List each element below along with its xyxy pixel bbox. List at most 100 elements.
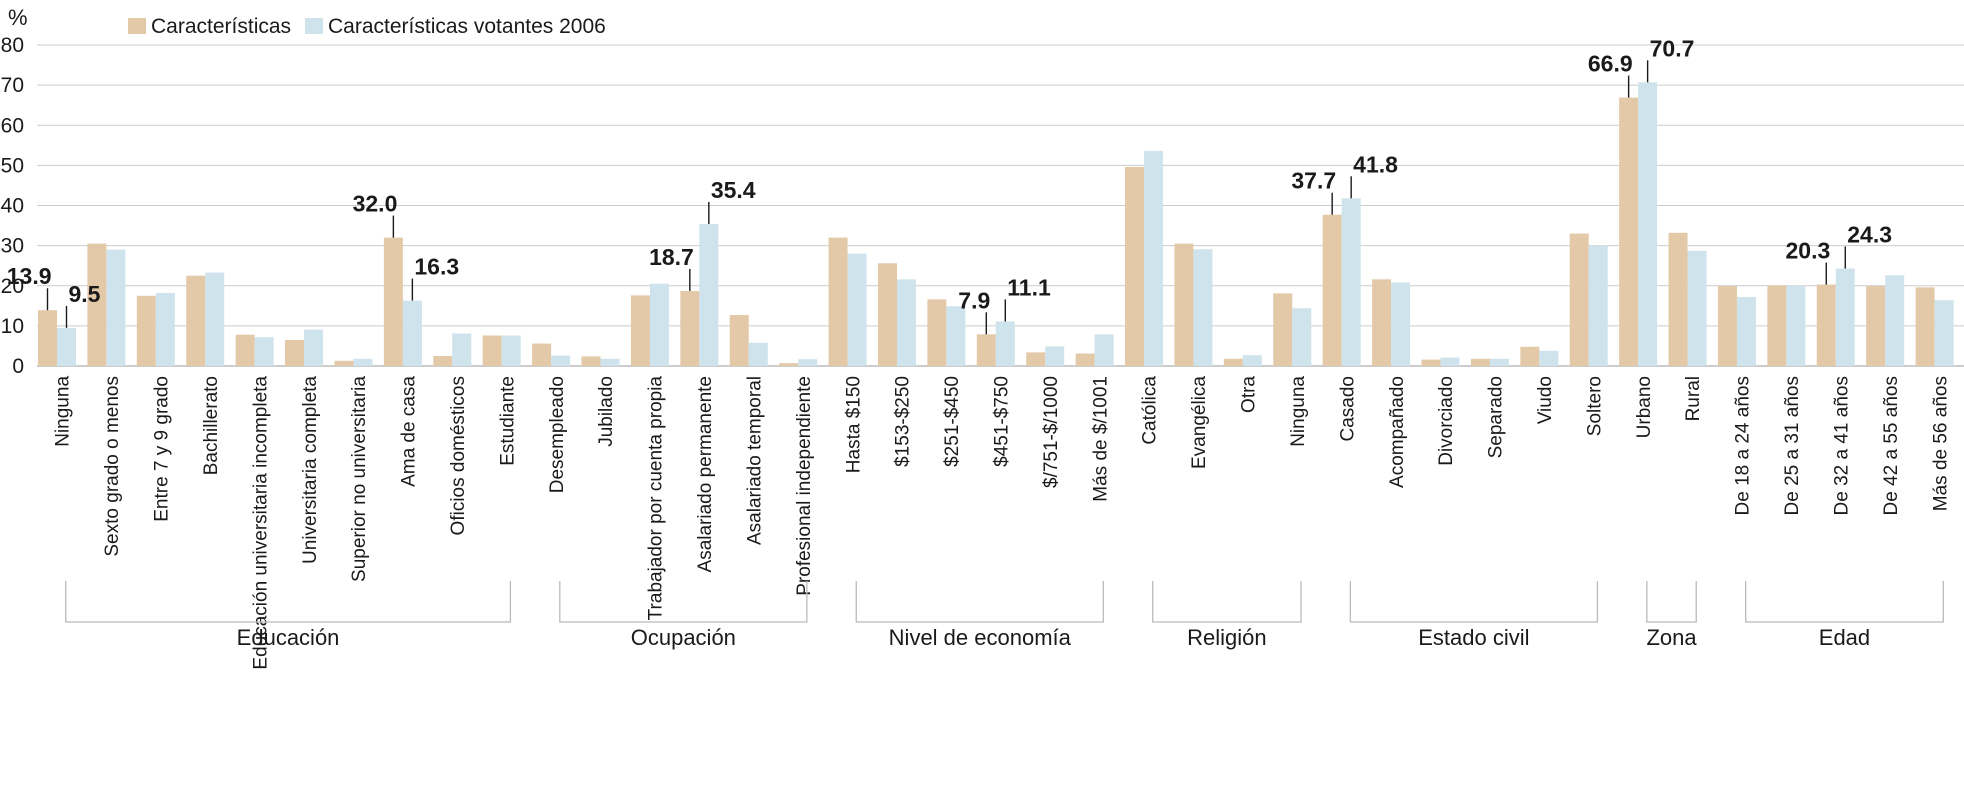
bar-caracteristicas [680, 290, 700, 366]
y-tick-label: 50 [1, 154, 24, 177]
data-label: 18.7 [649, 244, 694, 270]
group-bracket [1745, 581, 1944, 623]
data-annotations: 13.9 9.5 32.0 16.3 18.7 35.4 7.9 11.1 37.7 41.8 66… [7, 35, 1892, 335]
data-label: 24.3 [1847, 221, 1892, 247]
bar-votantes-2006 [1835, 268, 1855, 366]
legend-swatch-votantes-2006 [305, 18, 323, 34]
group-bracket [1646, 581, 1697, 623]
bar-votantes-2006 [748, 342, 768, 366]
category-label: Otra [1239, 376, 1260, 413]
category-label: De 32 a 41 años [1831, 376, 1852, 515]
bar-votantes-2006 [847, 253, 867, 366]
bar-votantes-2006 [1193, 249, 1213, 366]
data-label: 7.9 [958, 287, 990, 313]
bar-caracteristicas [927, 299, 947, 366]
category-label: Viudo [1535, 376, 1556, 424]
y-tick-label: 40 [1, 195, 24, 218]
bar-votantes-2006 [1885, 275, 1905, 366]
data-label: 70.7 [1650, 35, 1695, 61]
category-label: Católica [1140, 376, 1161, 445]
data-label: 37.7 [1291, 168, 1336, 194]
bar-votantes-2006 [1045, 346, 1065, 366]
bar-caracteristicas [1125, 166, 1145, 366]
category-label: Asalariado temporal [744, 376, 765, 545]
bar-votantes-2006 [1736, 296, 1756, 366]
bar-votantes-2006 [946, 306, 966, 366]
data-label: 20.3 [1786, 238, 1831, 264]
bar-votantes-2006 [1341, 198, 1361, 366]
bar-votantes-2006 [1489, 358, 1509, 366]
bar-caracteristicas [1915, 287, 1935, 366]
bar-caracteristicas [1569, 233, 1589, 366]
group-bracket [65, 581, 512, 623]
data-label: 35.4 [711, 177, 756, 203]
legend: Características Características votantes … [128, 15, 606, 38]
bar-caracteristicas [1026, 352, 1046, 366]
y-tick-label: 70 [1, 74, 24, 97]
bar-caracteristicas [1273, 293, 1293, 366]
category-label: Más de $/1001 [1090, 376, 1111, 502]
bar-caracteristicas [1816, 284, 1836, 366]
bar-caracteristicas [433, 355, 453, 366]
category-label: Educación universitaria incompleta [250, 376, 271, 670]
bar-caracteristicas [976, 334, 996, 366]
category-label: Ninguna [1288, 376, 1309, 447]
bar-votantes-2006 [1391, 282, 1411, 366]
bar-caracteristicas [1470, 358, 1490, 366]
category-label: Entre 7 y 9 grado [152, 376, 173, 522]
bar-votantes-2006 [896, 279, 916, 366]
category-label: $/751-$/1000 [1041, 376, 1062, 488]
bar-votantes-2006 [600, 358, 620, 366]
bar-votantes-2006 [1786, 285, 1806, 366]
y-unit-label: % [8, 5, 28, 30]
category-label: Evangélica [1189, 376, 1210, 469]
data-label: 11.1 [1007, 274, 1051, 300]
bar-votantes-2006 [304, 329, 324, 366]
bar-caracteristicas [1372, 279, 1392, 366]
category-label: De 25 a 31 años [1782, 376, 1803, 515]
legend-swatch-caracteristicas [128, 18, 146, 34]
group-label: Edad [1819, 625, 1870, 650]
category-label: Acompañado [1387, 376, 1408, 488]
bars [38, 82, 1954, 366]
bar-caracteristicas [877, 263, 897, 366]
category-label: Más de 56 años [1930, 376, 1951, 511]
category-label: $153-$250 [893, 376, 914, 467]
bar-votantes-2006 [699, 223, 719, 366]
bar-caracteristicas [779, 363, 799, 366]
bar-caracteristicas [630, 295, 650, 366]
axis-labels: 0 10 20 30 40 50 60 70 80% Ninguna Sexto grado o m… [1, 5, 1952, 670]
bar-votantes-2006 [402, 300, 422, 366]
bar-votantes-2006 [57, 327, 76, 366]
bar-caracteristicas [828, 237, 848, 366]
bar-votantes-2006 [1242, 355, 1262, 366]
category-label: $451-$750 [992, 376, 1013, 467]
category-label: Superior no universitaria [349, 376, 370, 582]
bar-votantes-2006 [452, 333, 472, 366]
bar-caracteristicas [38, 310, 57, 366]
bar-votantes-2006 [1687, 250, 1707, 366]
category-label: Bachillerato [201, 376, 222, 475]
y-tick-label: 20 [1, 275, 24, 298]
bar-caracteristicas [729, 315, 749, 366]
y-tick-label: 10 [1, 315, 24, 338]
bar-votantes-2006 [1094, 334, 1114, 366]
data-label: 66.9 [1588, 51, 1633, 77]
category-label: Ninguna [53, 376, 74, 447]
data-label: 32.0 [353, 191, 398, 217]
bar-votantes-2006 [353, 358, 373, 366]
bar-caracteristicas [482, 335, 502, 366]
bar-caracteristicas [1520, 346, 1540, 366]
bar-caracteristicas [285, 339, 305, 366]
bar-caracteristicas [87, 243, 107, 366]
group-label: Religión [1187, 625, 1267, 650]
group-label: Zona [1646, 625, 1697, 650]
bar-caracteristicas [1717, 286, 1737, 366]
bar-votantes-2006 [1292, 308, 1312, 366]
category-groups: Educación Ocupación Nivel de economía Relig… [65, 581, 1944, 650]
category-label: Urbano [1634, 376, 1655, 438]
category-label: Casado [1337, 376, 1358, 442]
category-label: Rural [1683, 376, 1704, 421]
category-label: Divorciado [1436, 376, 1457, 466]
category-label: Oficios domésticos [448, 376, 469, 535]
